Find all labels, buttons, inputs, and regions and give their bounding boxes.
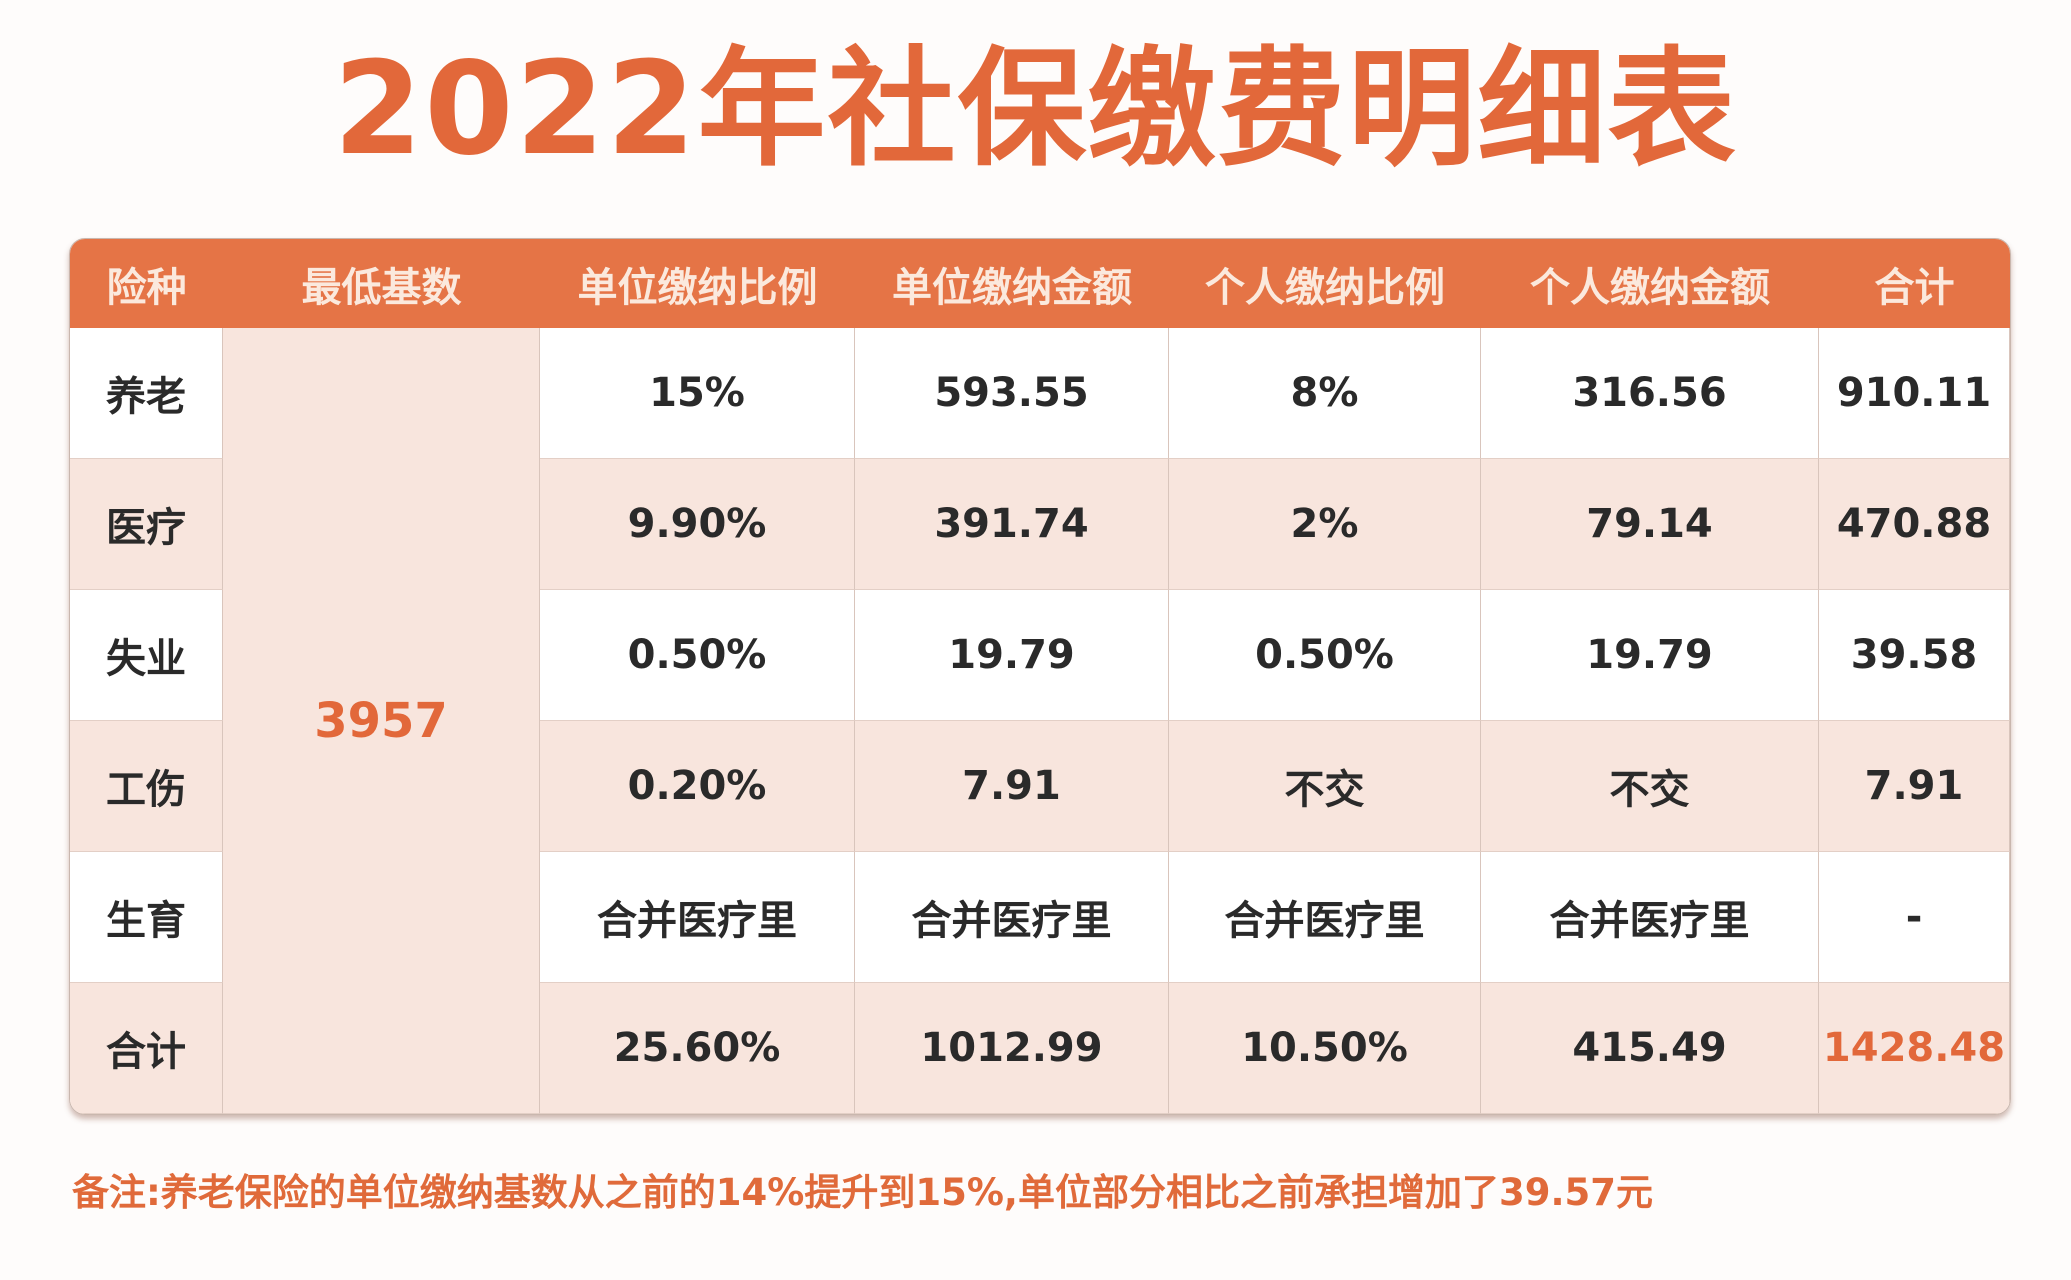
table-cell: 1012.99 [855,983,1169,1114]
table-cell: 593.55 [855,328,1169,459]
header-cell: 合计 [1819,239,2010,328]
header-cell: 最低基数 [223,239,540,328]
header-cell: 单位缴纳金额 [855,239,1169,328]
contribution-table: 险种 最低基数 单位缴纳比例 单位缴纳金额 个人缴纳比例 个人缴纳金额 合计 3… [69,238,2011,1115]
table-cell: 合并医疗里 [1481,852,1819,983]
table-cell: 910.11 [1819,328,2010,459]
row-label: 医疗 [70,459,223,590]
table-cell: - [1819,852,2010,983]
table-cell: 不交 [1169,721,1481,852]
table-cell: 合并医疗里 [855,852,1169,983]
table-cell: 19.79 [855,590,1169,721]
table-cell: 0.20% [540,721,855,852]
row-label: 失业 [70,590,223,721]
table-cell: 15% [540,328,855,459]
table-cell: 2% [1169,459,1481,590]
table-cell: 不交 [1481,721,1819,852]
table-cell: 7.91 [1819,721,2010,852]
table-cell: 79.14 [1481,459,1819,590]
minimum-base-cell: 3957 [223,328,540,1114]
header-cell: 个人缴纳比例 [1169,239,1481,328]
table-cell: 19.79 [1481,590,1819,721]
table-cell: 391.74 [855,459,1169,590]
table-cell: 0.50% [1169,590,1481,721]
row-label: 工伤 [70,721,223,852]
table-cell: 合并医疗里 [1169,852,1481,983]
row-label: 生育 [70,852,223,983]
table-cell: 415.49 [1481,983,1819,1114]
page-title: 2022年社保缴费明细表 [333,35,1738,184]
table-cell: 9.90% [540,459,855,590]
table-cell: 39.58 [1819,590,2010,721]
table-cell: 1428.48 [1819,983,2010,1114]
row-label: 合计 [70,983,223,1114]
header-cell: 险种 [70,239,223,328]
table-cell: 0.50% [540,590,855,721]
table-cell: 470.88 [1819,459,2010,590]
table-cell: 合并医疗里 [540,852,855,983]
table-cell: 10.50% [1169,983,1481,1114]
row-label: 养老 [70,328,223,459]
table-cell: 25.60% [540,983,855,1114]
table-cell: 316.56 [1481,328,1819,459]
header-cell: 单位缴纳比例 [540,239,855,328]
table-cell: 7.91 [855,721,1169,852]
footnote: 备注:养老保险的单位缴纳基数从之前的14%提升到15%,单位部分相比之前承担增加… [72,1171,1654,1214]
table-cell: 8% [1169,328,1481,459]
header-cell: 个人缴纳金额 [1481,239,1819,328]
